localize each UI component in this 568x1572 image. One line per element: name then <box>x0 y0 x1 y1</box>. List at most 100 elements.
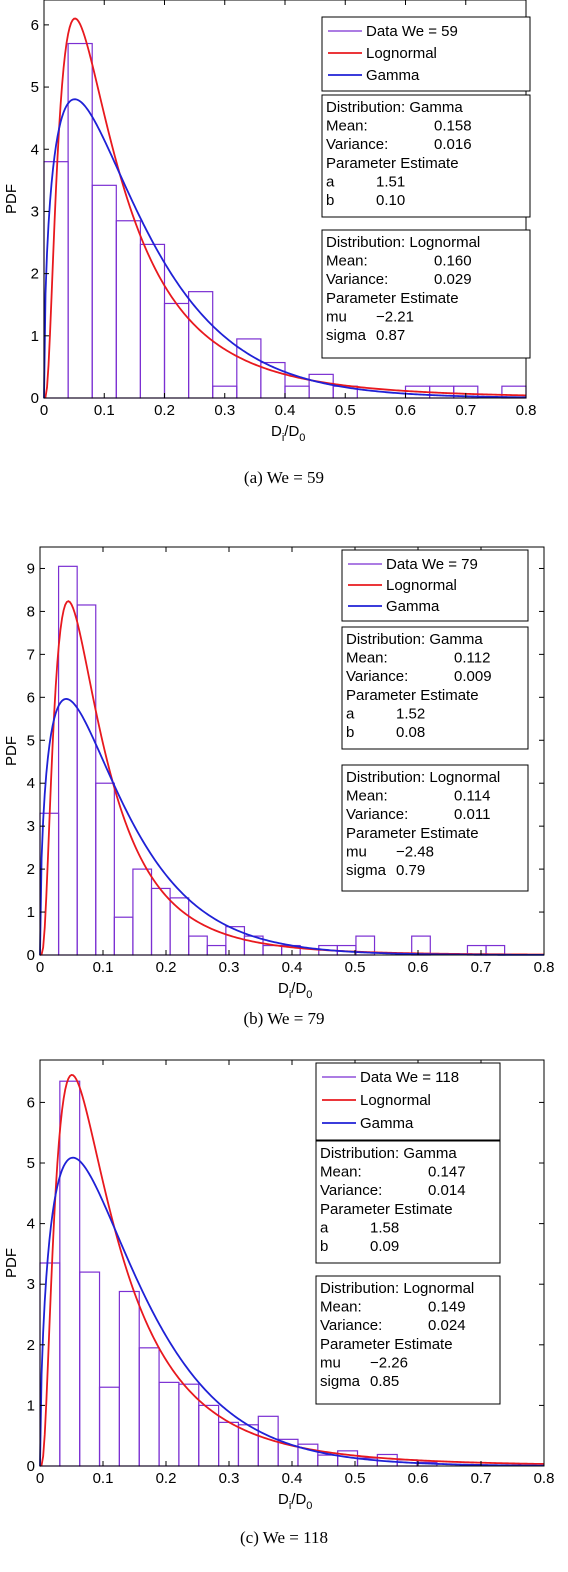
y-tick-label: 9 <box>27 560 35 577</box>
lognormal-stats-key: sigma <box>346 862 387 879</box>
histogram-bar <box>218 1421 240 1467</box>
gamma-stats-key: a <box>346 705 355 722</box>
x-tick-label: 0.7 <box>471 1470 492 1487</box>
gamma-stats-value: 0.112 <box>454 650 490 667</box>
gamma-stats-box <box>315 1140 501 1264</box>
lognormal-stats-value: 0.160 <box>434 253 472 270</box>
x-tick-label: 0.8 <box>516 402 537 419</box>
gamma-stats-key: Variance: <box>346 668 408 685</box>
gamma-stats-param-header: Parameter Estimate <box>320 1201 453 1218</box>
y-tick-label: 1 <box>27 1397 35 1414</box>
histogram-bar <box>95 782 115 956</box>
y-tick-label: 4 <box>31 141 39 158</box>
y-tick-label: 2 <box>31 266 39 283</box>
legend-label: Lognormal <box>386 577 457 594</box>
histogram-bar <box>262 944 283 956</box>
lognormal-stats-key: sigma <box>320 1373 361 1390</box>
gamma-stats-key: Variance: <box>326 136 388 153</box>
lognormal-stats-value: −2.26 <box>370 1354 408 1371</box>
y-axis-label: PDF <box>3 184 20 214</box>
histogram-chart-a: 0 0.1 0.2 0.3 0.4 0.5 0.6 0.7 0.80123456PDFDi/D0… <box>3 0 537 444</box>
histogram-bar <box>169 897 190 956</box>
histogram-bar <box>317 1454 339 1467</box>
legend-box <box>315 1062 501 1141</box>
histogram-bar <box>67 42 93 399</box>
lognormal-stats-value: 0.85 <box>370 1373 399 1390</box>
lognormal-stats-param-header: Parameter Estimate <box>320 1336 453 1353</box>
legend-box <box>321 16 531 92</box>
x-tick-label: 0.8 <box>534 959 555 976</box>
x-tick-label: 0.4 <box>282 1470 303 1487</box>
gamma-stats-key: Mean: <box>320 1164 362 1181</box>
lognormal-stats-param-header: Parameter Estimate <box>326 290 459 307</box>
lognormal-stats-title: Distribution: Lognormal <box>346 769 500 786</box>
lognormal-stats-value: −2.21 <box>376 308 414 325</box>
lognormal-stats-value: 0.011 <box>454 806 490 823</box>
caption-c: (c) We = 118 <box>240 1528 328 1547</box>
gamma-stats-value: 1.51 <box>376 173 405 190</box>
chart-panel-a: 0 0.1 0.2 0.3 0.4 0.5 0.6 0.7 0.8 0 1 2 3 4 5 6 PDF Di/D0… <box>0 0 568 520</box>
x-axis-label-part: 0 <box>299 432 305 444</box>
lognormal-stats-value: 0.149 <box>428 1299 466 1316</box>
gamma-stats-value: 0.09 <box>370 1238 399 1255</box>
gamma-stats-value: 0.009 <box>454 668 492 685</box>
histogram-bar <box>206 944 227 956</box>
x-axis-label: Di/D0 <box>278 980 312 1001</box>
x-tick-label: 0.5 <box>345 1470 366 1487</box>
x-axis-label-part: i <box>289 989 291 1001</box>
x-tick-label: 0.1 <box>93 959 114 976</box>
histogram-bar <box>132 868 153 956</box>
gamma-stats-param-header: Parameter Estimate <box>326 155 459 172</box>
gamma-stats-title: Distribution: Gamma <box>346 631 483 648</box>
x-axis-label: Di/D0 <box>278 1491 312 1512</box>
y-tick-label: 3 <box>27 818 35 835</box>
x-tick-label: 0.1 <box>94 402 115 419</box>
histogram-bar <box>308 373 334 399</box>
x-axis-label-part: D <box>271 423 282 440</box>
gamma-stats-title: Distribution: Gamma <box>326 99 463 116</box>
x-axis-label: Di/D0 <box>271 423 305 444</box>
histogram-bar <box>284 385 310 399</box>
histogram-bar <box>118 1290 140 1467</box>
histogram-bar <box>139 243 166 399</box>
x-axis-label-part: 0 <box>306 989 312 1001</box>
histogram-bar <box>98 1386 120 1467</box>
y-tick-label: 3 <box>31 203 39 220</box>
histogram-bar <box>76 604 97 956</box>
x-axis-label-part: i <box>282 432 284 444</box>
gamma-stats-param-header: Parameter Estimate <box>346 687 479 704</box>
lognormal-stats-value: 0.79 <box>396 862 425 879</box>
x-tick-label: 0.2 <box>156 1470 177 1487</box>
y-tick-label: 7 <box>27 646 35 663</box>
x-tick-label: 0.7 <box>455 402 476 419</box>
histogram-bar <box>188 935 208 956</box>
x-tick-label: 0.5 <box>335 402 356 419</box>
histogram-bar <box>59 1080 81 1467</box>
y-tick-label: 1 <box>27 904 35 921</box>
histogram-bar <box>411 935 431 956</box>
y-tick-label: 5 <box>27 732 35 749</box>
x-tick-label: 0.2 <box>156 959 177 976</box>
histogram-chart-b: 0 0.1 0.2 0.3 0.4 0.5 0.6 0.7 0.8 0 1 2 3 4 5 6 7 8 9 PDF Di… <box>3 546 555 1001</box>
legend-label: Gamma <box>360 1115 414 1132</box>
x-tick-label: 0 <box>36 1470 44 1487</box>
gamma-stats-box <box>321 94 531 218</box>
histogram-bar <box>115 220 142 399</box>
y-tick-label: 6 <box>27 1094 35 1111</box>
x-tick-label: 0.8 <box>534 1470 555 1487</box>
lognormal-stats-box <box>321 229 531 359</box>
y-tick-label: 0 <box>27 947 35 964</box>
gamma-stats-value: 1.58 <box>370 1219 399 1236</box>
histogram-bar <box>188 291 214 399</box>
histogram-bar <box>113 916 134 956</box>
x-tick-label: 0.7 <box>471 959 492 976</box>
legend-label: Lognormal <box>360 1092 431 1109</box>
y-tick-label: 8 <box>27 603 35 620</box>
caption-b: (b) We = 79 <box>243 1009 325 1028</box>
gamma-stats-key: b <box>326 192 334 209</box>
y-tick-label: 2 <box>27 1337 35 1354</box>
x-axis-label-part: 0 <box>306 1500 312 1512</box>
x-tick-label: 0 <box>36 959 44 976</box>
x-axis-label-part: D <box>278 980 289 997</box>
lognormal-stats-value: −2.48 <box>396 843 434 860</box>
